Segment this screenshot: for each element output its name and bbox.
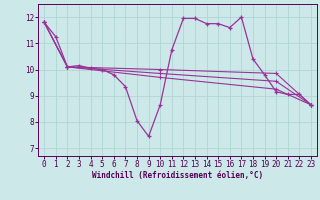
X-axis label: Windchill (Refroidissement éolien,°C): Windchill (Refroidissement éolien,°C) — [92, 171, 263, 180]
